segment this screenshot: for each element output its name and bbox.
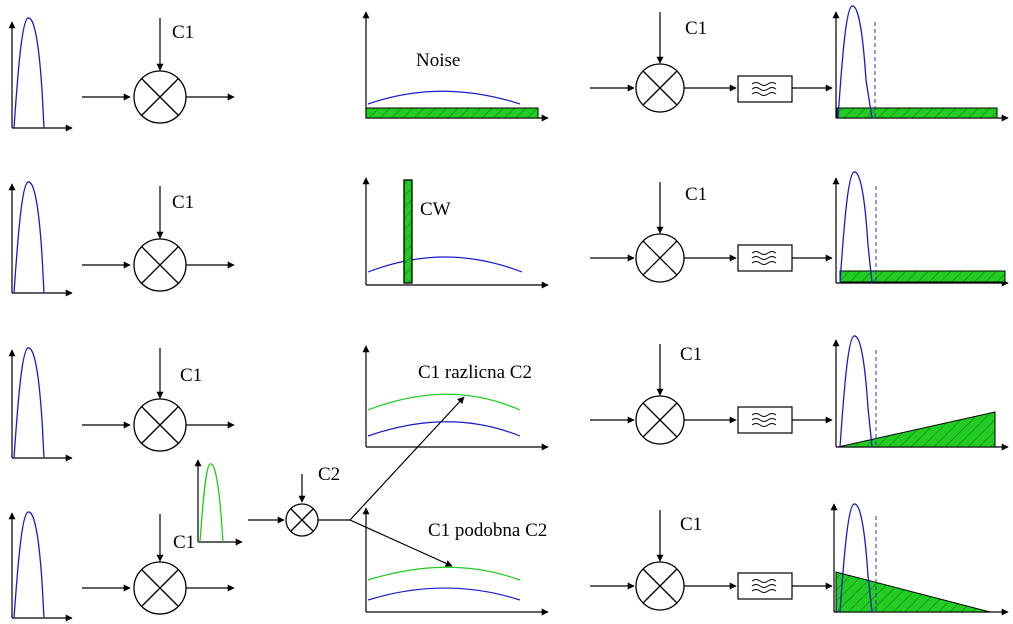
- input-pulse-plot: [8, 347, 73, 462]
- mixer: C1: [82, 186, 235, 292]
- c1-label: C1: [172, 192, 194, 213]
- output-plot: [832, 335, 1009, 451]
- pulse-curve: [13, 347, 45, 459]
- noise-floor-band: [365, 107, 539, 119]
- c1-label: C1: [172, 22, 194, 43]
- row-similar-code: C1 C2 C1 podobna C2: [8, 396, 1009, 622]
- noise-label: Noise: [416, 50, 460, 71]
- row-noise: C1 Noise C1: [8, 5, 1009, 132]
- mixer: C1: [82, 514, 235, 615]
- receiver-chain: C1: [590, 182, 833, 283]
- cw-label: CW: [420, 199, 451, 220]
- output-noise-rising: [837, 411, 996, 448]
- similar-code-spectrum-plot: C1 podobna C2: [362, 507, 549, 616]
- green-spectrum-curve: [367, 566, 521, 581]
- filter-wave-icon: [751, 251, 777, 265]
- arrow-to-different: [349, 396, 465, 521]
- c1-similar-c2-label: C1 podobna C2: [428, 520, 547, 541]
- input-pulse-plot: [8, 181, 73, 297]
- pulse-curve: [13, 181, 45, 294]
- filter-wave-icon: [751, 579, 777, 593]
- noise-spectrum-plot: Noise: [362, 11, 549, 122]
- output-noise-falling: [835, 571, 991, 613]
- blue-spectrum-curve: [367, 421, 521, 437]
- cw-spectrum-plot: CW: [362, 177, 549, 289]
- spectrum-curve: [367, 90, 521, 105]
- lowpass-filter-box: [737, 406, 793, 434]
- c1-label: C1: [680, 344, 702, 365]
- output-noise-band: [839, 270, 1006, 283]
- c2-label: C2: [318, 464, 340, 485]
- output-plot: [832, 5, 1009, 122]
- input-pulse-plot: [8, 17, 73, 132]
- c1-label: C1: [685, 18, 707, 39]
- c1-label: C1: [685, 184, 707, 205]
- row-cw: C1 CW C1: [8, 171, 1009, 297]
- input-pulse-plot: [8, 511, 73, 622]
- mixer: C1: [82, 348, 235, 452]
- c1-different-c2-label: C1 razlicna C2: [418, 362, 532, 383]
- filter-wave-icon: [751, 413, 777, 427]
- output-pulse-curve: [839, 503, 873, 613]
- c2-pulse-plot: [194, 459, 243, 546]
- mixer: C1: [82, 18, 235, 124]
- output-pulse-curve: [837, 5, 873, 119]
- c1-label: C1: [680, 514, 702, 535]
- output-pulse-curve: [839, 171, 873, 284]
- blue-spectrum-curve: [367, 587, 521, 601]
- receiver-chain: C1: [590, 510, 833, 611]
- different-code-spectrum-plot: C1 razlicna C2: [362, 345, 549, 451]
- output-noise-band: [836, 107, 998, 119]
- lowpass-filter-box: [737, 244, 793, 272]
- output-plot: [830, 503, 1009, 616]
- output-plot: [832, 171, 1009, 287]
- c2-mixer: C2: [248, 396, 465, 567]
- green-pulse-curve: [199, 463, 224, 543]
- pulse-curve: [13, 17, 45, 129]
- spectrum-curve: [367, 256, 523, 273]
- receiver-chain: C1: [590, 12, 833, 113]
- c1-label: C1: [180, 365, 202, 386]
- c1-label: C1: [173, 532, 195, 553]
- lowpass-filter-box: [737, 572, 793, 600]
- green-spectrum-curve: [367, 393, 521, 411]
- pulse-curve: [13, 511, 45, 619]
- arrow-to-similar: [349, 519, 453, 567]
- lowpass-filter-box: [737, 75, 793, 103]
- cw-tone-bar: [403, 179, 413, 284]
- receiver-chain: C1: [590, 344, 833, 445]
- output-pulse-curve: [839, 335, 873, 448]
- filter-wave-icon: [751, 82, 777, 96]
- row-different-code: C1 C1 razlicna C2 C1: [8, 335, 1009, 462]
